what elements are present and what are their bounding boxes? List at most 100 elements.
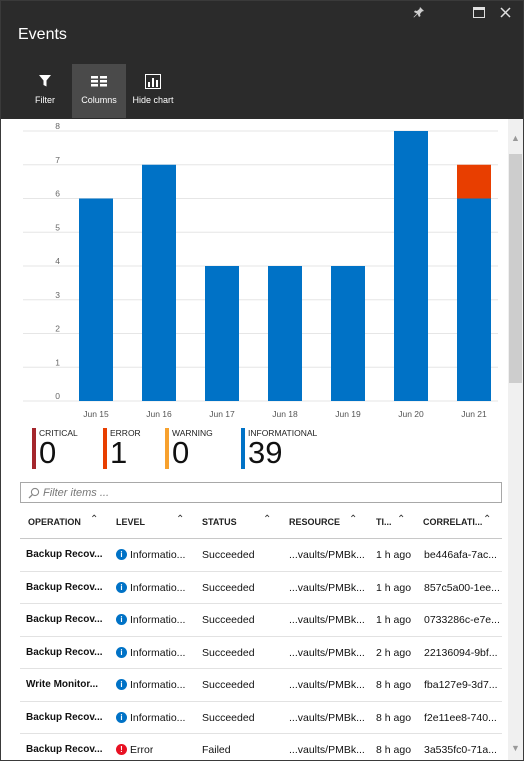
columns-icon xyxy=(91,73,107,89)
cell-correlation: f2e11ee8-740... xyxy=(424,711,497,724)
y-tick-label: 1 xyxy=(55,357,60,367)
cell-status: Succeeded xyxy=(202,549,255,561)
cell-time: 1 h ago xyxy=(376,549,412,561)
bar-informational-1 xyxy=(142,164,176,401)
cell-resource: ...vaults/PMBk... xyxy=(289,614,365,626)
table-row[interactable]: i Backup Recov... Informatio... Succeeded..… xyxy=(20,637,502,669)
summary-warning-label: WARNING xyxy=(172,428,213,438)
cell-level: Informatio... xyxy=(130,549,186,561)
cell-operation: Backup Recov... xyxy=(26,646,103,658)
x-tick-label: Jun 19 xyxy=(335,409,361,419)
x-tick-label: Jun 15 xyxy=(83,409,109,419)
cell-correlation: 0733286c-e7e... xyxy=(424,614,500,626)
table-row[interactable]: i Write Monitor... Informatio... Succeeded.… xyxy=(20,669,502,702)
table-row[interactable]: i Backup Recov... Informatio... Succeeded..… xyxy=(20,702,502,734)
filter-input[interactable] xyxy=(43,484,493,501)
events-table: OPERATION ⌃ LEVEL ⌃ STATUS ⌃ RESOURCE ⌃ … xyxy=(20,507,502,760)
y-tick-label: 0 xyxy=(55,391,60,401)
sort-icon[interactable]: ⌃ xyxy=(176,514,185,525)
column-header-time[interactable]: TI... xyxy=(376,517,392,527)
table-row[interactable]: i Backup Recov... Informatio... Succeeded..… xyxy=(20,572,502,604)
x-tick-label: Jun 21 xyxy=(461,409,487,419)
column-header-level[interactable]: LEVEL xyxy=(116,517,146,527)
scroll-up-icon[interactable]: ▲ xyxy=(511,133,520,143)
cell-resource: ...vaults/PMBk... xyxy=(289,581,365,594)
summary-critical-label: CRITICAL xyxy=(39,428,78,438)
cell-operation: Backup Recov... xyxy=(26,581,103,593)
y-tick-label: 5 xyxy=(55,222,60,232)
sort-icon[interactable]: ⌃ xyxy=(90,514,99,525)
error-icon: ! xyxy=(116,744,127,755)
column-header-status[interactable]: STATUS xyxy=(202,517,237,527)
column-header-resource[interactable]: RESOURCE xyxy=(289,517,341,527)
summary-warning[interactable]: WARNING 0 xyxy=(165,426,241,469)
cell-status: Succeeded xyxy=(202,679,255,691)
maximize-icon[interactable] xyxy=(471,6,487,22)
summary-informational[interactable]: INFORMATIONAL 39 xyxy=(241,426,331,469)
filter-button-label: Filter xyxy=(35,95,55,105)
cell-level: Informatio... xyxy=(130,679,186,691)
filter-icon xyxy=(38,73,52,89)
summary-error[interactable]: ERROR 1 xyxy=(103,426,165,469)
column-header-operation[interactable]: OPERATION xyxy=(28,517,81,527)
bar-informational-3 xyxy=(268,266,302,401)
column-header-correlation[interactable]: CORRELATI... xyxy=(423,517,483,527)
cell-time: 8 h ago xyxy=(376,711,412,724)
cell-correlation: be446afa-7ac... xyxy=(424,549,497,561)
x-tick-label: Jun 18 xyxy=(272,409,298,419)
cell-resource: ...vaults/PMBk... xyxy=(289,744,365,756)
close-icon[interactable] xyxy=(497,6,513,22)
level-summary: CRITICAL 0 ERROR 1 WARNING 0 INFORMATION… xyxy=(32,426,331,469)
y-tick-label: 7 xyxy=(55,155,60,165)
y-tick-label: 8 xyxy=(55,121,60,131)
cell-resource: ...vaults/PMBk... xyxy=(289,646,365,659)
hide-chart-button-label: Hide chart xyxy=(132,95,174,105)
cell-correlation: fba127e9-3d7... xyxy=(424,679,498,691)
blade-title: Events xyxy=(18,26,67,43)
columns-button[interactable]: Columns xyxy=(72,64,126,118)
cell-time: 8 h ago xyxy=(376,744,412,756)
columns-button-label: Columns xyxy=(81,95,117,105)
cell-level: Error xyxy=(130,744,154,756)
events-chart: 0 1 2 3 4 5 6 7 8 Jun 15 Jun 16 Jun 17 Jun 18 Jun 19 J… xyxy=(1,119,506,419)
sort-icon[interactable]: ⌃ xyxy=(263,514,272,525)
table-body: i Backup Recov... Informatio... Succeeded..… xyxy=(20,539,502,760)
bar-error-6 xyxy=(457,164,491,199)
summary-informational-label: INFORMATIONAL xyxy=(248,428,318,438)
table-row[interactable]: i Backup Recov... Informatio... Succeeded..… xyxy=(20,604,502,637)
pin-icon[interactable] xyxy=(411,6,427,22)
table-row[interactable]: i Backup Recov... Informatio... Succeeded..… xyxy=(20,539,502,572)
table-row[interactable]: ! Backup Recov... Error Failed ...vaults/PMB… xyxy=(20,734,502,760)
y-tick-label: 4 xyxy=(55,256,60,266)
sort-icon[interactable]: ⌃ xyxy=(349,514,358,525)
y-tick-label: 3 xyxy=(55,290,60,300)
info-icon: i xyxy=(116,679,127,690)
cell-time: 1 h ago xyxy=(376,581,412,594)
cell-operation: Backup Recov... xyxy=(26,614,103,625)
cell-status: Succeeded xyxy=(202,646,255,659)
scroll-down-icon[interactable]: ▼ xyxy=(511,743,520,753)
x-tick-label: Jun 20 xyxy=(398,409,424,419)
sort-icon[interactable]: ⌃ xyxy=(483,514,492,525)
summary-error-label: ERROR xyxy=(110,428,141,438)
info-icon: i xyxy=(116,581,127,593)
filter-button[interactable]: Filter xyxy=(18,64,72,118)
summary-critical-count: 0 xyxy=(39,435,57,470)
cell-time: 2 h ago xyxy=(376,646,412,659)
info-icon: i xyxy=(116,614,127,625)
toolbar: Filter Columns Hide chart xyxy=(18,64,180,118)
summary-critical[interactable]: CRITICAL 0 xyxy=(32,426,103,469)
bar-informational-4 xyxy=(331,266,365,401)
info-icon: i xyxy=(116,646,127,658)
summary-informational-bar xyxy=(241,428,245,469)
sort-icon[interactable]: ⌃ xyxy=(397,514,406,525)
hide-chart-button[interactable]: Hide chart xyxy=(126,64,180,118)
summary-warning-bar xyxy=(165,428,169,469)
scrollbar-thumb[interactable] xyxy=(509,154,522,383)
cell-level: Informatio... xyxy=(130,711,186,724)
cell-resource: ...vaults/PMBk... xyxy=(289,711,365,724)
cell-time: 8 h ago xyxy=(376,679,412,691)
summary-error-count: 1 xyxy=(110,435,128,470)
summary-critical-bar xyxy=(32,428,36,469)
